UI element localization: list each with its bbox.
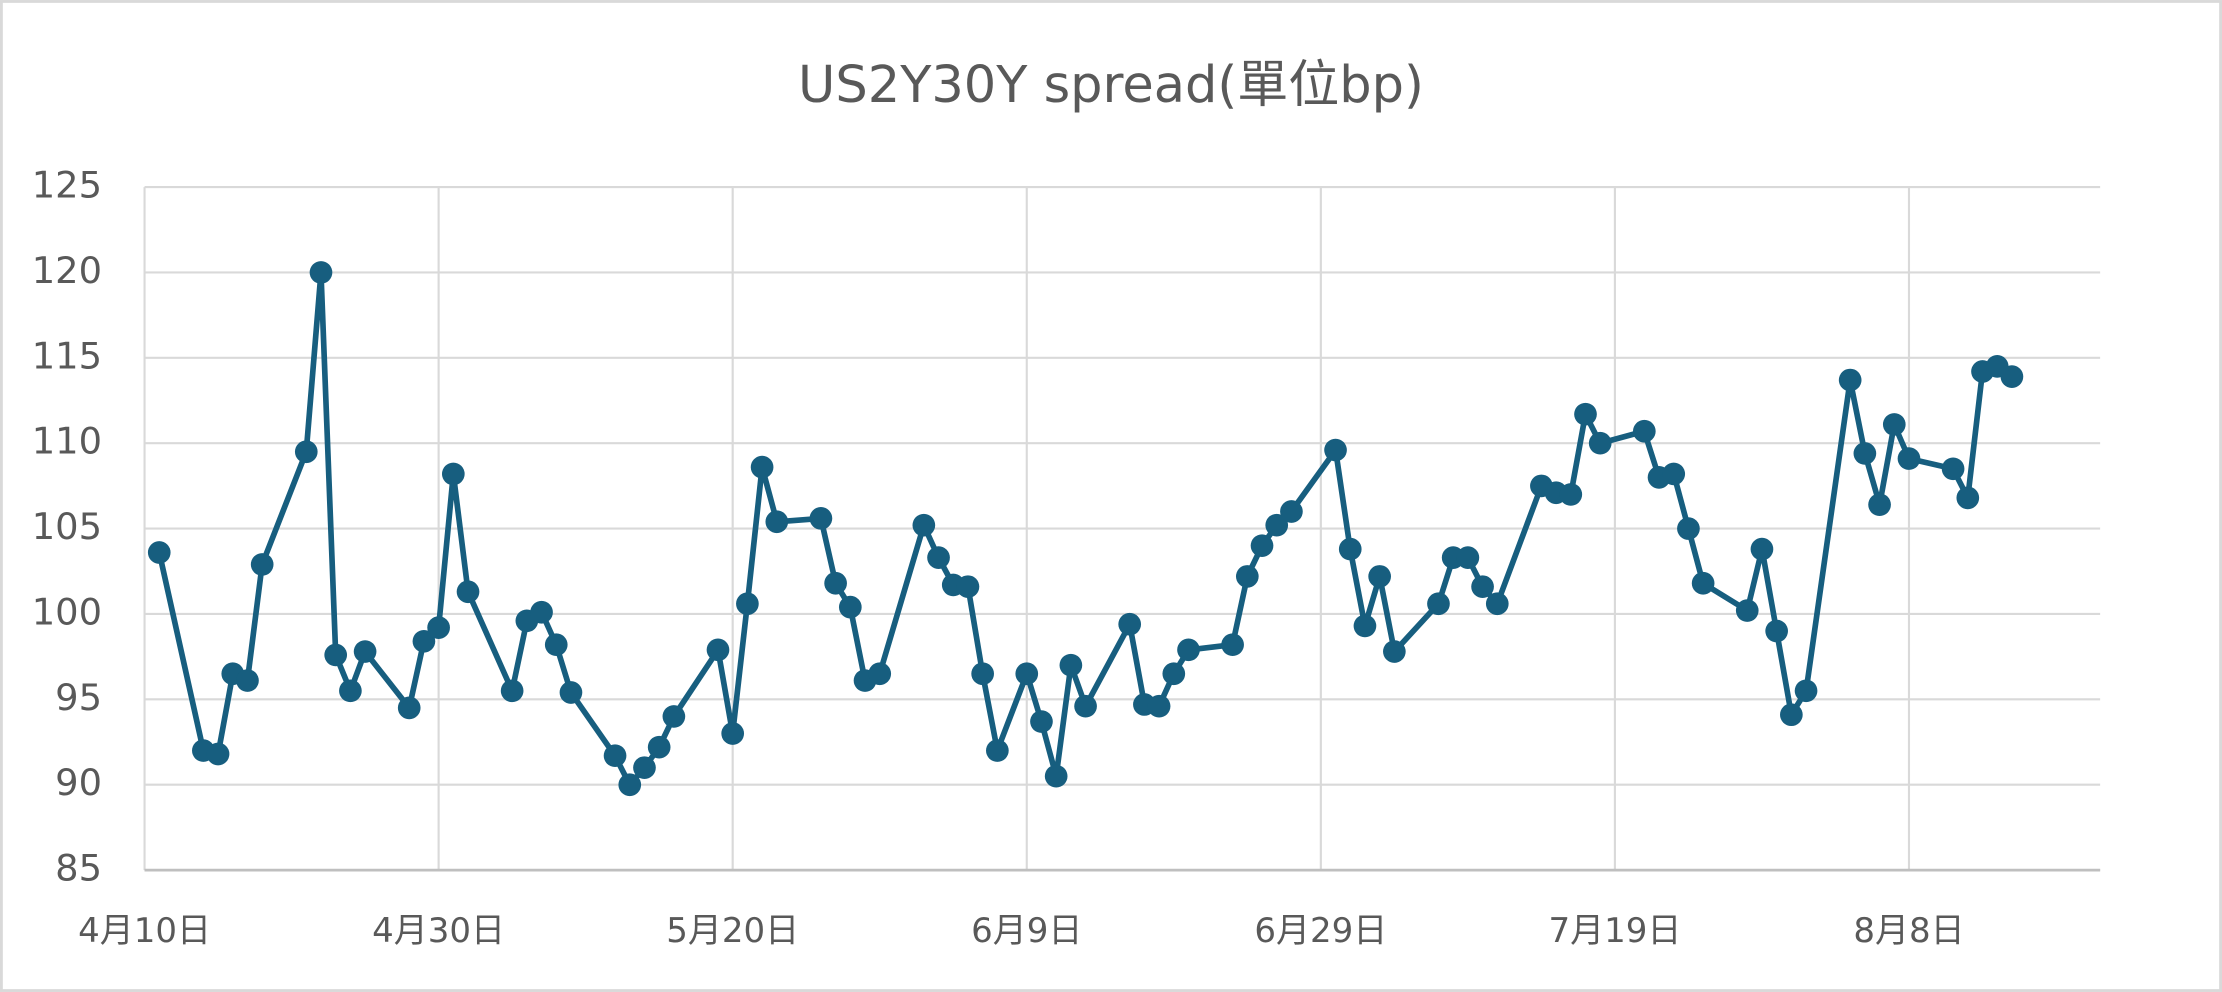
data-point bbox=[1956, 486, 1980, 510]
data-point bbox=[1265, 513, 1289, 537]
data-point bbox=[1074, 694, 1097, 718]
data-point bbox=[1485, 592, 1509, 616]
data-point bbox=[1250, 534, 1274, 558]
data-point bbox=[1456, 546, 1480, 569]
y-tick-label: 115 bbox=[32, 334, 102, 377]
x-tick-label: 6月29日 bbox=[1254, 911, 1387, 951]
data-point bbox=[1853, 442, 1877, 465]
data-point bbox=[1015, 662, 1039, 686]
y-tick-label: 105 bbox=[32, 505, 102, 548]
data-point bbox=[1383, 640, 1406, 663]
y-tick-label: 85 bbox=[55, 847, 102, 890]
data-point bbox=[765, 510, 789, 534]
data-point bbox=[1030, 710, 1053, 733]
data-point bbox=[971, 662, 994, 686]
data-point bbox=[1662, 462, 1686, 486]
y-tick-label: 110 bbox=[32, 420, 102, 463]
x-tick-label: 6月9日 bbox=[971, 911, 1082, 951]
x-tick-label: 4月10日 bbox=[78, 911, 211, 951]
data-point bbox=[1897, 447, 1921, 470]
x-tick-label: 4月30日 bbox=[372, 911, 505, 951]
data-point bbox=[1588, 431, 1612, 455]
data-point bbox=[1794, 679, 1818, 703]
data-point bbox=[530, 600, 553, 624]
data-point bbox=[647, 735, 671, 759]
data-point bbox=[603, 744, 627, 768]
data-point bbox=[706, 638, 730, 662]
data-point bbox=[1353, 614, 1377, 638]
data-point bbox=[1735, 599, 1759, 622]
data-point bbox=[441, 462, 465, 486]
y-tick-label: 120 bbox=[32, 249, 102, 292]
data-point bbox=[721, 722, 745, 745]
data-point bbox=[838, 595, 862, 619]
data-point bbox=[427, 616, 450, 639]
data-point bbox=[618, 773, 642, 797]
data-point bbox=[750, 455, 774, 479]
data-point bbox=[1677, 517, 1700, 540]
data-point bbox=[927, 546, 950, 569]
y-tick-label: 100 bbox=[32, 590, 102, 633]
data-point bbox=[956, 575, 980, 598]
data-point bbox=[1765, 619, 1788, 643]
data-point bbox=[912, 513, 936, 537]
data-point bbox=[1882, 413, 1906, 436]
y-tick-label: 125 bbox=[32, 164, 102, 207]
data-point bbox=[206, 742, 230, 766]
data-point bbox=[662, 705, 686, 728]
data-point bbox=[736, 592, 759, 616]
data-point bbox=[1868, 493, 1891, 517]
data-point bbox=[1427, 592, 1450, 616]
data-point bbox=[309, 261, 333, 284]
data-point bbox=[456, 580, 480, 604]
data-point bbox=[500, 679, 524, 703]
x-tick-label: 8月8日 bbox=[1853, 911, 1964, 951]
data-point bbox=[353, 640, 377, 663]
data-point bbox=[868, 662, 892, 686]
data-point bbox=[1221, 633, 1244, 657]
data-point bbox=[986, 739, 1009, 762]
data-point bbox=[1941, 457, 1965, 481]
data-point bbox=[2000, 365, 2024, 388]
data-point bbox=[1059, 653, 1083, 677]
data-point bbox=[1838, 368, 1862, 392]
data-point bbox=[559, 681, 583, 704]
data-point bbox=[412, 629, 436, 653]
data-point bbox=[1044, 764, 1068, 788]
data-point bbox=[294, 440, 318, 464]
data-point bbox=[1235, 565, 1259, 588]
data-point bbox=[236, 669, 259, 692]
data-point bbox=[1632, 419, 1656, 443]
data-point bbox=[1324, 438, 1347, 462]
data-point bbox=[1780, 703, 1803, 727]
chart-title: US2Y30Y spread(單位bp) bbox=[798, 56, 1424, 115]
data-point bbox=[1559, 483, 1583, 506]
data-point bbox=[1750, 537, 1774, 561]
x-tick-label: 7月19日 bbox=[1548, 911, 1681, 951]
data-point bbox=[1471, 575, 1494, 598]
data-point bbox=[1368, 565, 1391, 588]
data-point bbox=[397, 696, 421, 720]
data-point bbox=[1691, 571, 1715, 595]
data-point bbox=[339, 679, 362, 703]
data-point bbox=[1147, 694, 1171, 718]
data-point bbox=[1162, 662, 1186, 686]
data-point bbox=[544, 633, 568, 657]
y-tick-label: 95 bbox=[55, 676, 102, 719]
x-tick-label: 5月20日 bbox=[666, 911, 799, 951]
data-point bbox=[1574, 402, 1597, 426]
data-point bbox=[824, 571, 847, 595]
data-point bbox=[633, 756, 656, 779]
y-tick-label: 90 bbox=[55, 761, 102, 804]
data-point bbox=[324, 643, 348, 667]
data-point bbox=[147, 541, 171, 564]
data-point bbox=[1118, 612, 1142, 636]
data-point bbox=[809, 507, 833, 530]
data-point bbox=[1338, 537, 1362, 561]
data-point bbox=[250, 553, 274, 576]
data-point bbox=[1177, 638, 1200, 662]
data-point bbox=[1280, 500, 1303, 523]
